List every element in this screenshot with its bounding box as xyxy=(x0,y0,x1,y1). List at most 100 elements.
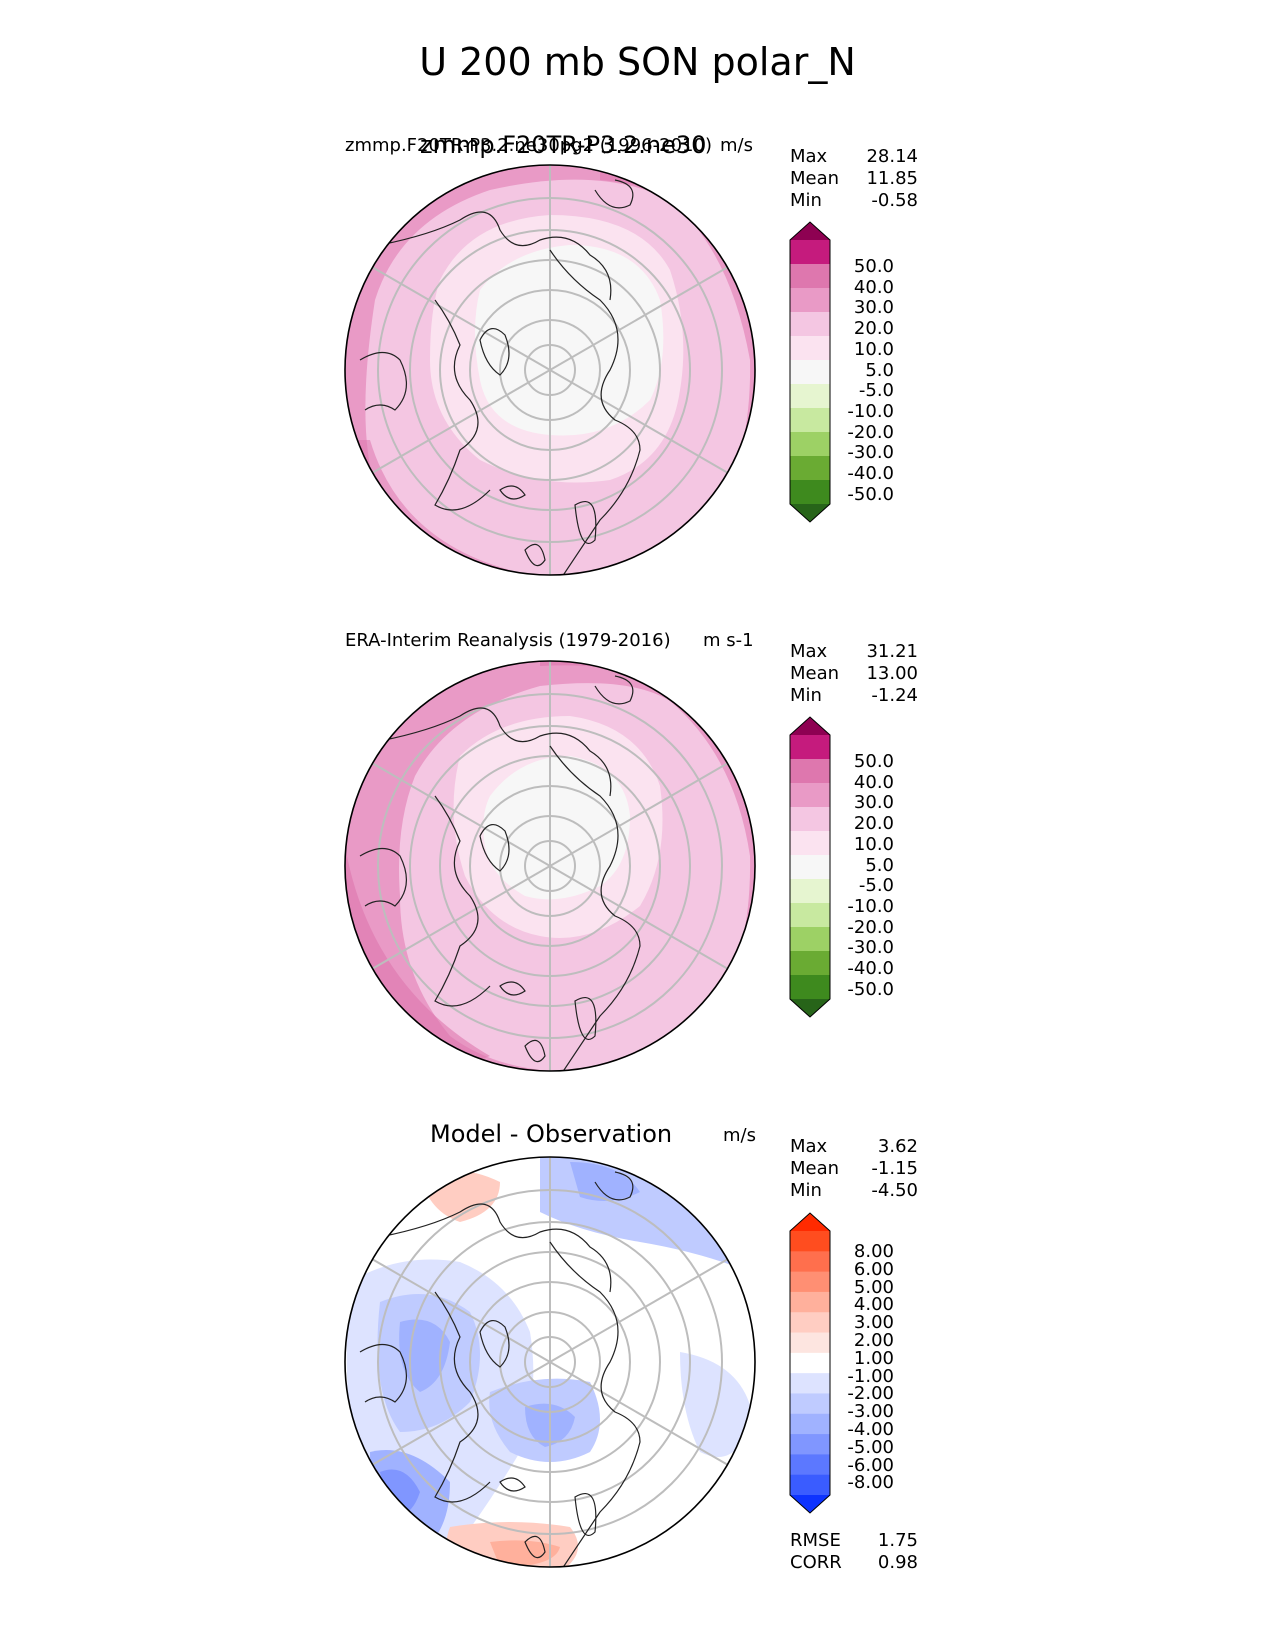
colorbar-tick-label: -8.00 xyxy=(847,1472,894,1494)
colorbar-outline xyxy=(789,221,831,523)
panel2-min-label: Min xyxy=(790,685,822,706)
panel1-mean-value: 11.85 xyxy=(866,168,918,189)
colorbar-tick-label: 5.00 xyxy=(853,1276,894,1298)
colorbar-tick-label: 5.0 xyxy=(865,854,894,876)
panel3-mean-value: -1.15 xyxy=(871,1158,918,1179)
colorbar-tick-label: -50.0 xyxy=(847,483,894,505)
panel2-max-label: Max xyxy=(790,641,828,662)
panel3-colorbar xyxy=(789,1212,831,1514)
colorbar-tick-label: 30.0 xyxy=(853,792,894,814)
colorbar-cell-11 xyxy=(790,480,830,505)
panel2-title-left: ERA-Interim Reanalysis (1979-2016) xyxy=(345,630,671,651)
colorbar-cell-5 xyxy=(790,831,830,856)
colorbar-cell-6 xyxy=(790,1332,830,1354)
panel2-map-border xyxy=(344,660,756,1072)
colorbar-tick-label: 3.00 xyxy=(853,1312,894,1334)
colorbar-tick-label: -6.00 xyxy=(847,1454,894,1476)
colorbar-cell-3 xyxy=(790,1271,830,1293)
colorbar-tick-label: -20.0 xyxy=(847,421,894,443)
panel1-units: m/s xyxy=(720,135,753,156)
panel1-graticule xyxy=(371,165,729,575)
colorbar-tick-label: 50.0 xyxy=(853,751,894,772)
colorbar-tick-label: -20.0 xyxy=(847,916,894,938)
panel1-max-label: Max xyxy=(790,146,828,167)
colorbar-cell-7 xyxy=(790,879,830,904)
colorbar-cell-13 xyxy=(790,1474,830,1496)
colorbar-tick-label: 1.00 xyxy=(853,1347,894,1369)
panel3-map xyxy=(344,1156,756,1568)
colorbar-cell-6 xyxy=(790,360,830,385)
colorbar-cell-10 xyxy=(790,456,830,481)
panel2-max-value: 31.21 xyxy=(866,641,918,662)
panel1-title-left: zmmp.F20TR-P3.2.ne30pg2 (1996-2010) xyxy=(345,135,712,156)
colorbar-cell-5 xyxy=(790,336,830,361)
panel2-map xyxy=(344,660,756,1072)
panel1-colorbar xyxy=(789,221,831,523)
colorbar-cell-1 xyxy=(790,240,830,265)
panel3-field-pos-south-core xyxy=(490,1540,560,1567)
colorbar-tick-label: -30.0 xyxy=(847,442,894,464)
panel3-title: Model - Observation xyxy=(430,1120,673,1148)
panel3-min-value: -4.50 xyxy=(871,1180,918,1201)
panel3-units: m/s xyxy=(723,1125,756,1146)
panel3-mean-label: Mean xyxy=(790,1158,840,1179)
panel3-corr-label: CORR xyxy=(790,1552,842,1573)
colorbar-tick-label: 20.0 xyxy=(853,813,894,835)
panel3-max-label: Max xyxy=(790,1136,828,1157)
panel1-max-value: 28.14 xyxy=(866,146,918,167)
colorbar-cell-9 xyxy=(790,927,830,952)
colorbar-cell-6 xyxy=(790,855,830,880)
panel1-field-band-near-zero xyxy=(475,245,664,436)
panel1-coastlines xyxy=(359,179,641,575)
panel3-min-label: Min xyxy=(790,1180,822,1201)
panel2-units: m s-1 xyxy=(703,630,754,651)
colorbar-tick-label: -40.0 xyxy=(847,958,894,979)
colorbar-cell-8 xyxy=(790,1373,830,1394)
colorbar-cell-4 xyxy=(790,1291,830,1313)
colorbar-cell-0 xyxy=(790,222,830,240)
panel3-corr-value: 0.98 xyxy=(877,1552,918,1573)
colorbar-cell-4 xyxy=(790,807,830,832)
colorbar-tick-label: -50.0 xyxy=(847,978,894,1000)
colorbar-tick-label: -4.00 xyxy=(847,1419,894,1440)
colorbar-tick-label: 20.0 xyxy=(853,318,894,340)
colorbar-tick-label: 40.0 xyxy=(853,276,894,298)
colorbar-tick-label: -1.00 xyxy=(847,1365,894,1387)
colorbar-tick-label: -5.0 xyxy=(858,380,894,402)
colorbar-tick-label: -2.00 xyxy=(847,1383,894,1405)
colorbar-outline xyxy=(789,716,831,1018)
colorbar-cell-8 xyxy=(790,408,830,433)
colorbar-tick-label: -5.00 xyxy=(847,1436,894,1458)
colorbar-cell-2 xyxy=(790,759,830,784)
colorbar-cell-12 xyxy=(790,999,830,1017)
colorbar-cell-11 xyxy=(790,1434,830,1455)
panel1-title-center: zmmp.F20TR-P3.2.ne30 xyxy=(420,131,707,159)
colorbar-tick-label: 30.0 xyxy=(853,297,894,319)
colorbar-cell-1 xyxy=(790,1231,830,1252)
colorbar-cell-9 xyxy=(790,432,830,457)
colorbar-tick-label: 6.00 xyxy=(853,1258,894,1280)
panel3-graticule xyxy=(371,1157,729,1567)
colorbar-tick-label: 8.00 xyxy=(853,1241,894,1262)
colorbar-cell-7 xyxy=(790,384,830,409)
colorbar-cell-3 xyxy=(790,288,830,313)
colorbar-cell-0 xyxy=(790,1213,830,1231)
panel1-map-border xyxy=(344,164,756,576)
panel3-coastlines xyxy=(359,1171,641,1567)
colorbar-cell-10 xyxy=(790,951,830,976)
colorbar-cell-2 xyxy=(790,1251,830,1273)
panel2-min-value: -1.24 xyxy=(871,685,918,706)
colorbar-tick-label: -30.0 xyxy=(847,937,894,959)
colorbar-tick-label: -10.0 xyxy=(847,895,894,917)
colorbar-cell-5 xyxy=(790,1312,830,1334)
panel1-mean-label: Mean xyxy=(790,168,840,189)
colorbar-cell-7 xyxy=(790,1352,830,1374)
figure-title: U 200 mb SON polar_N xyxy=(419,40,856,84)
colorbar-tick-label: 40.0 xyxy=(853,771,894,793)
colorbar-cell-8 xyxy=(790,903,830,928)
colorbar-cell-0 xyxy=(790,717,830,735)
panel2-coastlines xyxy=(359,675,641,1071)
colorbar-cell-12 xyxy=(790,1454,830,1476)
colorbar-tick-label: 5.0 xyxy=(865,359,894,381)
panel3-max-value: 3.62 xyxy=(877,1136,918,1157)
